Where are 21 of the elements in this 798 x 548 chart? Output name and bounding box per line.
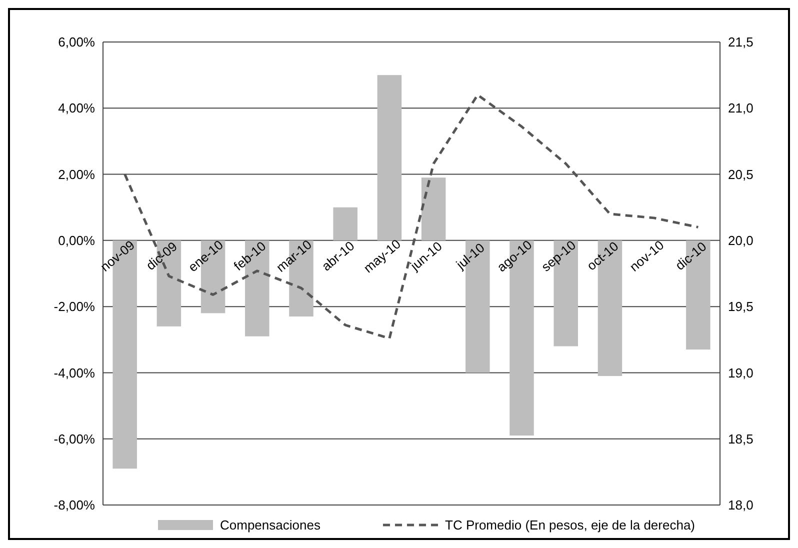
y-tick-label: 4,00% <box>58 100 96 116</box>
legend-label: Compensaciones <box>220 518 321 533</box>
y2-tick-label: 19,5 <box>728 299 754 314</box>
bar <box>377 75 402 240</box>
y-tick-label: 0,00% <box>58 232 96 248</box>
y-tick-label: 6,00% <box>58 34 96 50</box>
y2-tick-label: 19,0 <box>728 365 754 380</box>
bar <box>333 207 358 240</box>
y-tick-label: -6,00% <box>54 431 96 446</box>
y2-tick-label: 18,0 <box>728 498 754 513</box>
y-tick-label: -8,00% <box>54 498 96 513</box>
y-tick-label: -2,00% <box>54 299 96 314</box>
y2-tick-label: 21,0 <box>728 100 754 116</box>
y2-tick-label: 21,5 <box>728 34 754 50</box>
y-tick-label: -4,00% <box>54 365 96 380</box>
y-tick-label: 2,00% <box>58 166 96 182</box>
y2-tick-label: 20,0 <box>728 232 754 248</box>
y2-tick-label: 20,5 <box>728 166 754 182</box>
bar <box>421 178 446 240</box>
y2-tick-label: 18,5 <box>728 431 754 446</box>
legend-label: TC Promedio (En pesos, eje de la derecha) <box>445 518 696 533</box>
